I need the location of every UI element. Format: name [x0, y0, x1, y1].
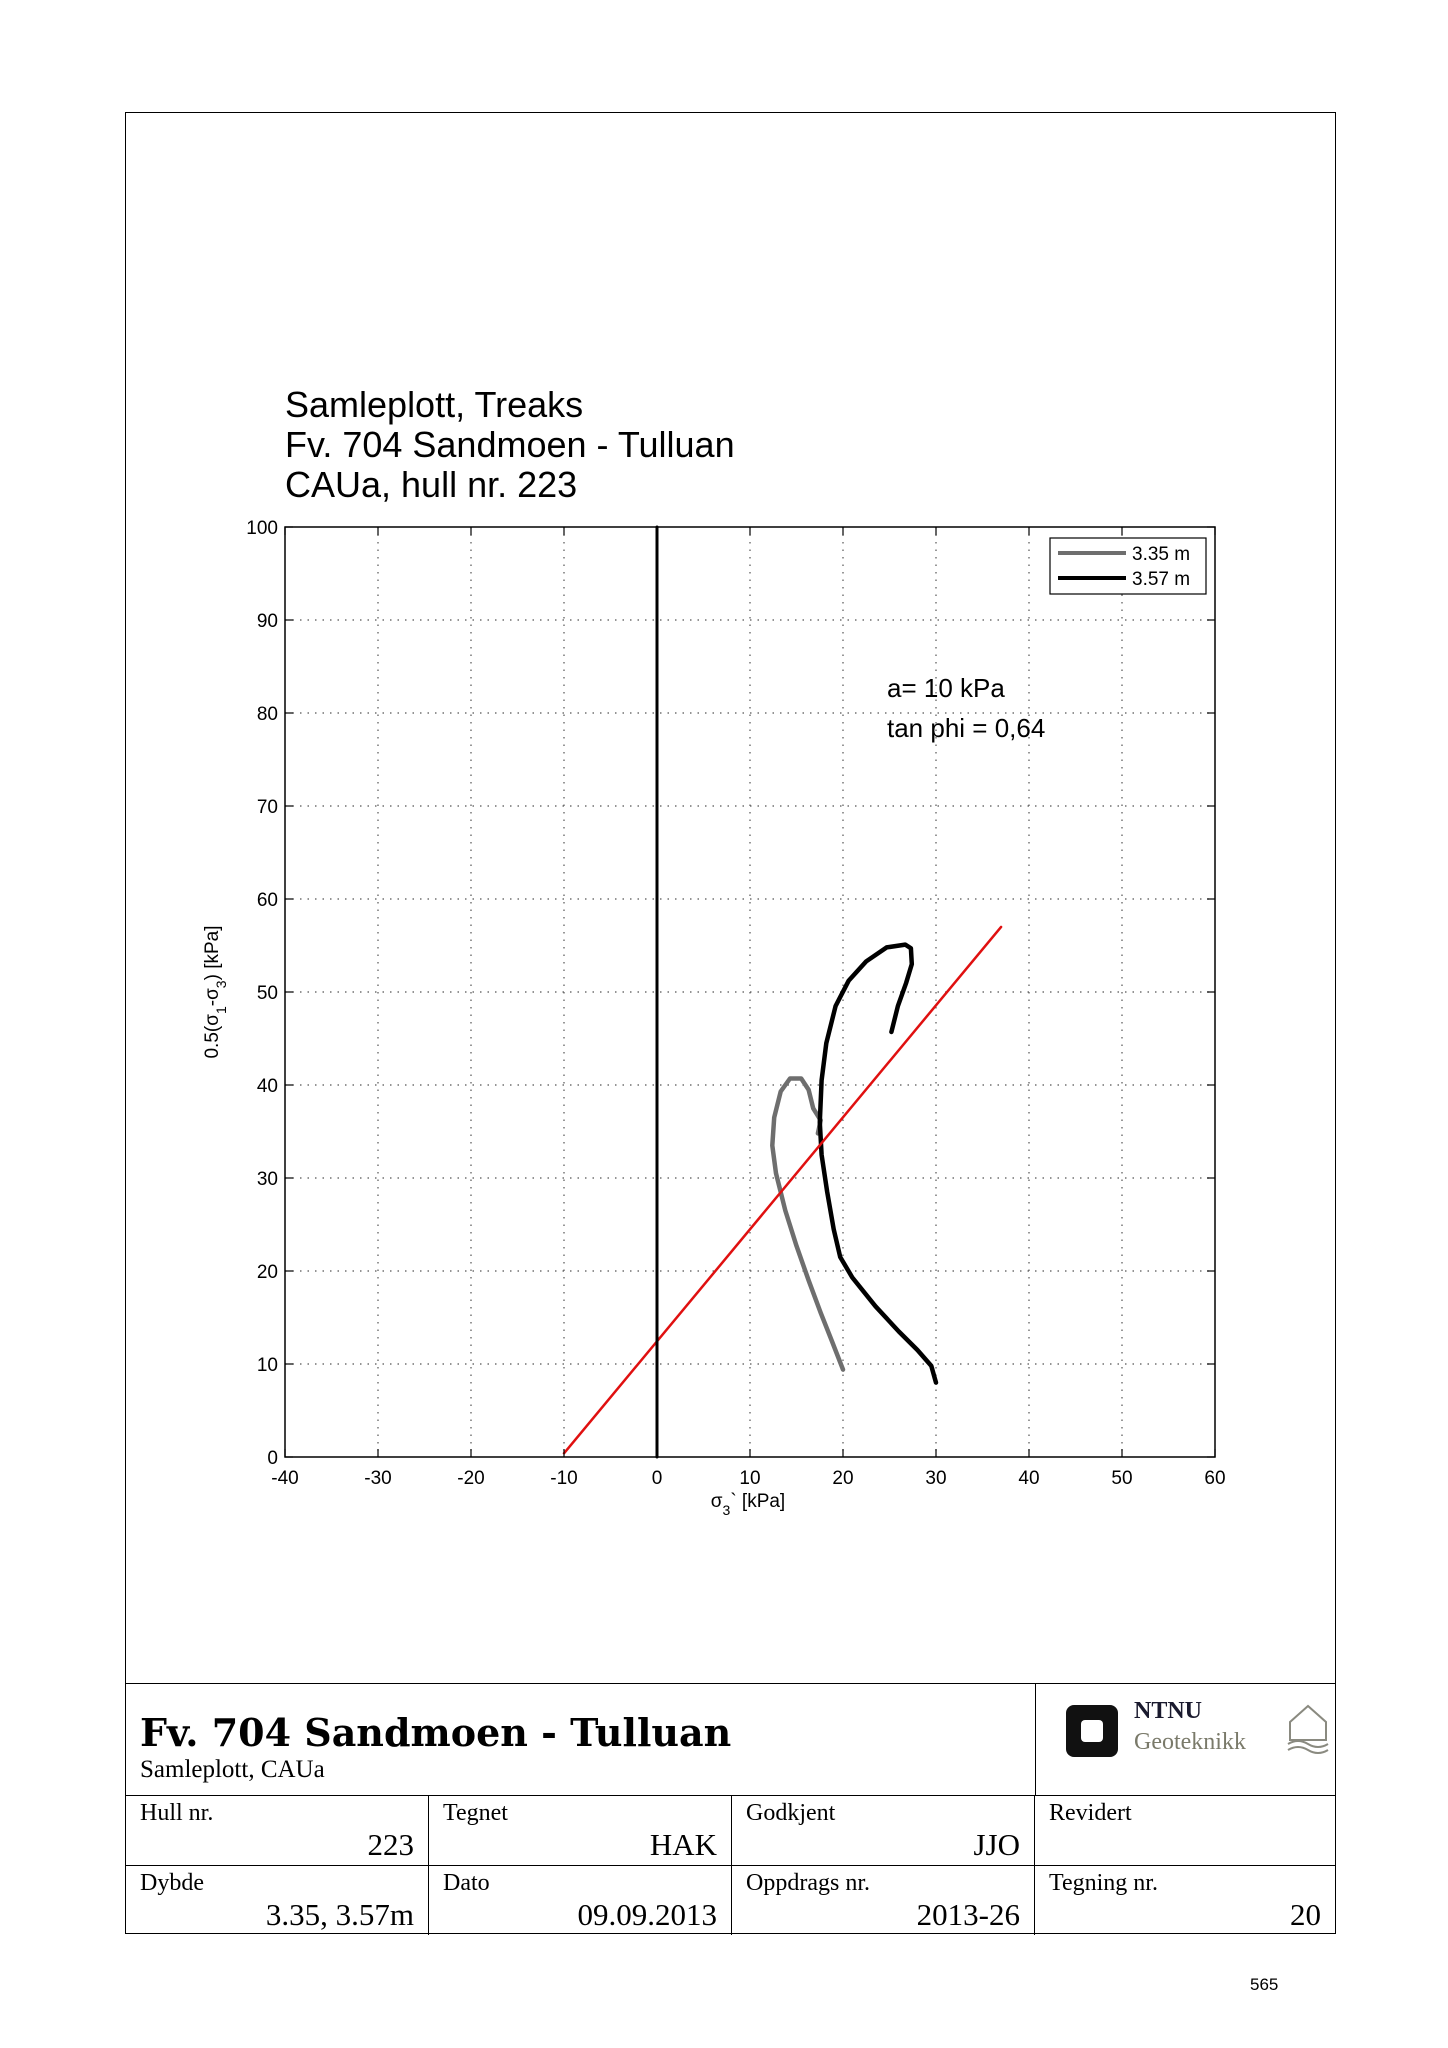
tegning-value: 20: [1290, 1897, 1321, 1932]
y-axis-label: 0.5(σ1-σ3) [kPa]: [202, 925, 229, 1058]
dato-cell: Dato 09.09.2013: [429, 1866, 732, 1935]
x-tick-label: 30: [925, 1468, 946, 1489]
title-block-row-2: Dybde 3.35, 3.57m Dato 09.09.2013 Oppdra…: [126, 1865, 1335, 1935]
annotation-tanphi: tan phi = 0,64: [887, 713, 1045, 743]
x-tick-label: 0: [652, 1468, 663, 1489]
title-block: Fv. 704 Sandmoen - Tulluan Samleplott, C…: [125, 1683, 1336, 1935]
y-tick-label: 50: [257, 983, 278, 1004]
x-tick-label: 50: [1111, 1468, 1132, 1489]
page-number: 565: [1250, 1975, 1279, 1994]
ntnu-logo-icon: [1066, 1705, 1118, 1757]
godkjent-label: Godkjent: [746, 1800, 836, 1826]
chart-title-line-3: CAUa, hull nr. 223: [285, 464, 577, 505]
logo-geoteknikk-text: Geoteknikk: [1134, 1729, 1246, 1755]
project-title: Fv. 704 Sandmoen - Tulluan: [140, 1710, 732, 1755]
y-tick-label: 0: [267, 1448, 278, 1469]
legend: 3.35 m 3.57 m: [1049, 537, 1207, 595]
y-tick-label: 10: [257, 1355, 278, 1376]
x-tick-label: 40: [1018, 1468, 1039, 1489]
oppdrag-label: Oppdrags nr.: [746, 1870, 870, 1896]
chart-title-line-1: Samleplott, Treaks: [285, 384, 583, 425]
annotation-a: a= 10 kPa: [887, 673, 1005, 703]
y-tick-label: 100: [246, 518, 278, 539]
chart-title-line-2: Fv. 704 Sandmoen - Tulluan: [285, 424, 735, 465]
tegnet-value: HAK: [649, 1827, 717, 1862]
project-area: Fv. 704 Sandmoen - Tulluan Samleplott, C…: [126, 1684, 1036, 1795]
tegnet-cell: Tegnet HAK: [429, 1796, 732, 1865]
series-3-57m-path: [817, 942, 939, 1385]
y-tick-label: 80: [257, 704, 278, 725]
y-tick-label: 70: [257, 797, 278, 818]
x-tick-label: -40: [271, 1468, 298, 1489]
godkjent-cell: Godkjent JJO: [732, 1796, 1035, 1865]
y-tick-label: 30: [257, 1169, 278, 1190]
title-block-row-1: Hull nr. 223 Tegnet HAK Godkjent JJO Rev…: [126, 1795, 1335, 1865]
hull-label: Hull nr.: [140, 1800, 214, 1826]
logo-ntnu-text: NTNU: [1134, 1698, 1203, 1724]
house-icon: [1287, 1704, 1329, 1754]
legend-label-3-57: 3.57 m: [1132, 569, 1190, 590]
x-tick-label: 10: [739, 1468, 760, 1489]
x-tick-label: 20: [832, 1468, 853, 1489]
y-tick-label: 60: [257, 890, 278, 911]
hull-cell: Hull nr. 223: [126, 1796, 429, 1865]
x-tick-label: -10: [550, 1468, 577, 1489]
oppdrag-cell: Oppdrags nr. 2013-26: [732, 1866, 1035, 1935]
hull-value: 223: [367, 1827, 415, 1862]
ntnu-logo: NTNU Geoteknikk: [1036, 1684, 1335, 1795]
x-tick-label: -30: [364, 1468, 391, 1489]
revidert-cell: Revidert: [1035, 1796, 1335, 1865]
series-3-35m-path: [770, 1076, 846, 1372]
tegning-cell: Tegning nr. 20: [1035, 1866, 1335, 1935]
legend-label-3-35: 3.35 m: [1132, 544, 1190, 565]
stress-path-chart: Samleplott, Treaks Fv. 704 Sandmoen - Tu…: [202, 384, 1226, 1518]
y-tick-label: 90: [257, 611, 278, 632]
dato-value: 09.09.2013: [577, 1897, 718, 1932]
godkjent-value: JJO: [973, 1827, 1020, 1862]
dybde-value: 3.35, 3.57m: [265, 1897, 414, 1932]
tegning-label: Tegning nr.: [1049, 1870, 1158, 1896]
dato-label: Dato: [443, 1870, 490, 1896]
grid: [285, 527, 1215, 1457]
x-axis-label: σ3` [kPa]: [711, 1491, 785, 1518]
tegnet-label: Tegnet: [443, 1800, 508, 1826]
dybde-cell: Dybde 3.35, 3.57m: [126, 1866, 429, 1935]
oppdrag-value: 2013-26: [916, 1897, 1020, 1932]
dybde-label: Dybde: [140, 1870, 204, 1896]
x-tick-label: -20: [457, 1468, 484, 1489]
plot-series: [562, 525, 1003, 1459]
project-subtitle: Samleplott, CAUa: [140, 1756, 325, 1783]
y-tick-label: 40: [257, 1076, 278, 1097]
y-tick-label: 20: [257, 1262, 278, 1283]
revidert-label: Revidert: [1049, 1800, 1132, 1826]
chart-title: Samleplott, Treaks Fv. 704 Sandmoen - Tu…: [285, 384, 735, 505]
legend-box: [1049, 537, 1207, 595]
axis-ticks: -40 -30 -20 -10 0 10 20 30 40 50 60 0 10 20 30 40 50 60 70…: [246, 518, 1225, 1489]
failure-envelope-line: [562, 925, 1003, 1455]
x-tick-label: 60: [1204, 1468, 1225, 1489]
